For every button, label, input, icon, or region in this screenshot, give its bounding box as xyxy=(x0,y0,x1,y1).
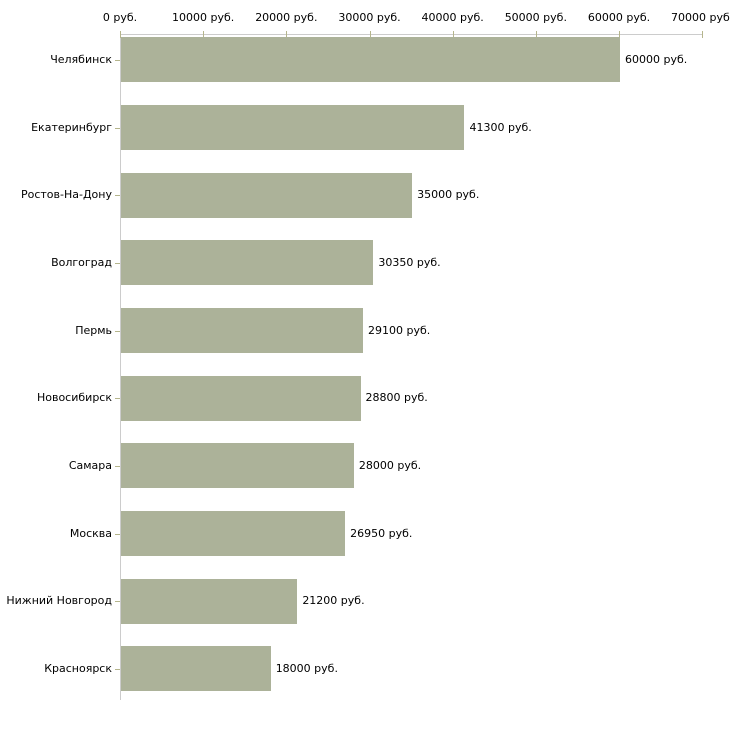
bar xyxy=(121,646,271,692)
x-axis-tick xyxy=(120,31,121,38)
category-label: Самара xyxy=(68,458,112,472)
bar xyxy=(121,105,465,151)
category-label: Москва xyxy=(69,526,112,540)
bar xyxy=(121,172,413,218)
y-axis-line xyxy=(120,34,121,700)
bar xyxy=(121,308,363,354)
bar xyxy=(121,578,298,624)
category-tick xyxy=(115,262,120,264)
category-label: Волгоград xyxy=(51,255,112,269)
x-axis-tick-label: 50000 руб. xyxy=(504,11,567,24)
bar xyxy=(121,375,361,421)
category-tick xyxy=(115,127,120,129)
category-label: Екатеринбург xyxy=(31,120,112,134)
category-tick xyxy=(115,465,120,467)
x-axis-tick xyxy=(203,31,205,38)
x-axis-tick xyxy=(702,31,704,38)
bar-value-label: 26950 руб. xyxy=(350,526,413,540)
category-label: Челябинск xyxy=(50,52,112,66)
category-tick xyxy=(115,668,120,670)
bar xyxy=(121,443,354,489)
x-axis-tick-label: 40000 руб. xyxy=(421,11,484,24)
bar-value-label: 30350 руб. xyxy=(378,255,441,269)
bar-value-label: 28800 руб. xyxy=(365,391,428,405)
category-label: Ростов-На-Дону xyxy=(20,188,112,202)
bar-value-label: 28000 руб. xyxy=(358,458,422,472)
category-label: Пермь xyxy=(75,323,112,337)
category-tick xyxy=(115,195,120,197)
category-tick xyxy=(115,330,120,332)
x-axis-line xyxy=(120,34,704,35)
bar-value-label: 60000 руб. xyxy=(625,52,688,66)
x-axis-tick-label: 70000 руб. xyxy=(671,11,730,24)
category-label: Красноярск xyxy=(44,661,112,675)
x-axis-tick xyxy=(535,31,537,38)
bar-value-label: 41300 руб. xyxy=(469,120,532,134)
bar-value-label: 29100 руб. xyxy=(368,323,431,337)
bar-value-label: 21200 руб. xyxy=(302,594,365,608)
x-axis-tick xyxy=(286,31,288,38)
bar-value-label: 35000 руб. xyxy=(417,188,480,202)
x-axis-tick xyxy=(369,31,371,38)
bar xyxy=(121,37,620,83)
bar-value-label: 18000 руб. xyxy=(275,661,338,675)
x-axis-tick-label: 0 руб. xyxy=(102,11,138,24)
x-axis-tick-label: 60000 руб. xyxy=(587,11,651,24)
category-tick xyxy=(115,533,120,535)
x-axis-tick-label: 30000 руб. xyxy=(338,11,401,24)
category-tick xyxy=(115,601,120,603)
x-axis-tick-label: 10000 руб. xyxy=(172,11,235,24)
category-label: Нижний Новгород xyxy=(6,594,112,608)
category-label: Новосибирск xyxy=(36,391,112,405)
bar xyxy=(121,511,346,557)
x-axis-tick-label: 20000 руб. xyxy=(255,11,318,24)
x-axis-tick xyxy=(452,31,454,38)
category-tick xyxy=(115,59,120,61)
category-tick xyxy=(115,398,120,400)
x-axis-tick xyxy=(619,31,620,38)
bar xyxy=(121,240,374,286)
